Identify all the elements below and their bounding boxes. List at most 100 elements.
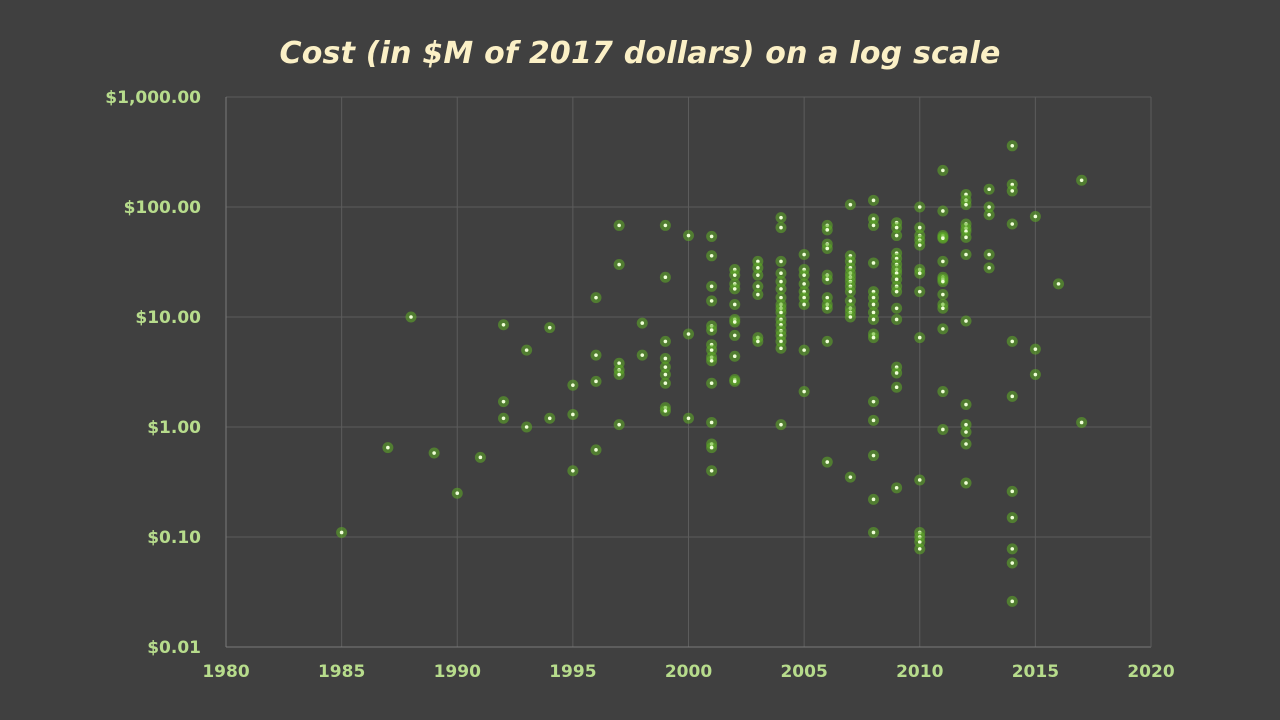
- data-point: [1006, 543, 1018, 555]
- data-point: [590, 292, 602, 304]
- data-point: [983, 248, 995, 260]
- data-point: [960, 248, 972, 260]
- data-point: [960, 399, 972, 411]
- data-point: [960, 199, 972, 211]
- data-point: [891, 313, 903, 325]
- x-tick-label: 2005: [780, 662, 827, 682]
- data-point: [937, 386, 949, 398]
- data-point: [914, 201, 926, 213]
- data-point: [659, 405, 671, 417]
- data-point: [336, 526, 348, 538]
- data-point: [474, 451, 486, 463]
- data-point: [405, 311, 417, 323]
- data-point: [775, 283, 787, 295]
- data-point: [914, 474, 926, 486]
- data-point: [567, 465, 579, 477]
- data-point: [729, 269, 741, 281]
- data-point: [891, 222, 903, 234]
- data-point: [729, 329, 741, 341]
- data-point: [706, 295, 718, 307]
- data-point: [937, 255, 949, 267]
- data-point: [1076, 174, 1088, 186]
- x-tick-label: 1980: [202, 662, 249, 682]
- data-point: [914, 267, 926, 279]
- data-point: [937, 302, 949, 314]
- data-point: [613, 259, 625, 271]
- data-point: [775, 255, 787, 267]
- data-point: [914, 543, 926, 555]
- y-tick-label: $0.10: [147, 528, 201, 548]
- data-point: [752, 335, 764, 347]
- data-point: [891, 381, 903, 393]
- data-point: [914, 332, 926, 344]
- data-point: [706, 442, 718, 454]
- data-point: [659, 219, 671, 231]
- data-point: [683, 230, 694, 242]
- data-point: [521, 421, 533, 433]
- data-point: [1006, 485, 1018, 497]
- data-point: [844, 286, 856, 298]
- data-point: [590, 444, 602, 456]
- data-point: [983, 183, 995, 195]
- data-point: [498, 412, 509, 424]
- data-point: [1029, 210, 1041, 222]
- data-point: [659, 352, 671, 364]
- data-point: [821, 273, 833, 285]
- data-point: [567, 379, 579, 391]
- data-point: [1006, 218, 1018, 230]
- data-point: [1006, 557, 1018, 569]
- data-point: [868, 332, 879, 344]
- data-point: [613, 419, 625, 431]
- data-point: [960, 231, 972, 243]
- data-point: [798, 344, 810, 356]
- data-point: [798, 278, 810, 290]
- data-point: [567, 408, 579, 420]
- data-point: [937, 232, 949, 244]
- data-point: [498, 396, 509, 408]
- data-point: [983, 201, 995, 213]
- data-point: [798, 248, 810, 260]
- data-point: [983, 209, 995, 221]
- data-point: [798, 269, 810, 281]
- data-point: [636, 349, 648, 361]
- y-tick-label: $1,000.00: [105, 88, 201, 108]
- data-point: [914, 286, 926, 298]
- data-point: [960, 426, 972, 438]
- data-point: [844, 311, 856, 323]
- data-point: [729, 316, 741, 328]
- data-point: [729, 350, 741, 362]
- data-point: [891, 482, 903, 494]
- y-tick-label: $10.00: [135, 308, 201, 328]
- data-point: [1053, 278, 1064, 290]
- data-point: [891, 230, 903, 242]
- data-point: [613, 369, 625, 381]
- data-point: [1006, 390, 1018, 402]
- data-point: [1006, 140, 1018, 152]
- data-point: [706, 355, 718, 367]
- y-tick-label: $0.01: [147, 638, 201, 658]
- data-point: [590, 375, 602, 387]
- data-point: [937, 323, 949, 335]
- x-tick-label: 2000: [665, 662, 712, 682]
- x-tick-label: 2020: [1127, 662, 1174, 682]
- data-point: [706, 230, 718, 242]
- data-point: [960, 315, 972, 327]
- data-point: [868, 396, 879, 408]
- data-point: [868, 219, 879, 231]
- data-point: [521, 344, 533, 356]
- data-point: [775, 342, 787, 354]
- data-point: [613, 219, 625, 231]
- data-point: [1006, 335, 1018, 347]
- axes: [225, 97, 1152, 648]
- data-point: [382, 442, 394, 454]
- data-point: [683, 328, 694, 340]
- data-point: [636, 317, 648, 329]
- data-point: [775, 212, 787, 224]
- data-point: [706, 465, 718, 477]
- data-point: [1006, 595, 1018, 607]
- y-tick-label: $1.00: [147, 418, 201, 438]
- data-point: [868, 194, 879, 206]
- data-point: [706, 324, 718, 336]
